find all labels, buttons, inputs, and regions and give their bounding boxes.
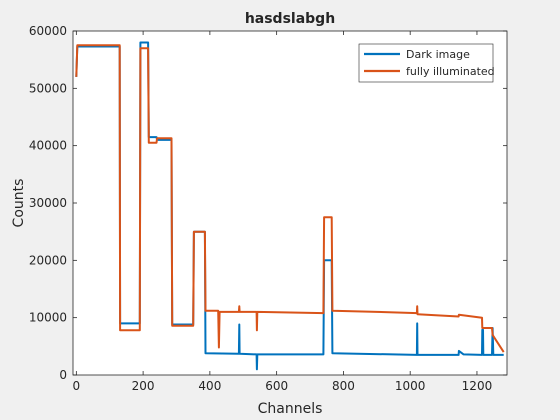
x-axis: 0 200 400 600 800 1000 1200 xyxy=(73,31,493,393)
legend-label-fully-illuminated: fully illuminated xyxy=(406,65,495,78)
y-tick-label: 0 xyxy=(59,368,67,382)
y-tick-label: 40000 xyxy=(29,139,67,153)
y-tick-label: 20000 xyxy=(29,253,67,267)
x-tick-label: 1200 xyxy=(462,379,493,393)
x-tick-label: 800 xyxy=(332,379,355,393)
x-tick-label: 600 xyxy=(265,379,288,393)
y-tick-label: 60000 xyxy=(29,24,67,38)
x-axis-title: Channels xyxy=(258,401,323,417)
plot-background xyxy=(73,31,507,375)
x-tick-label: 200 xyxy=(132,379,155,393)
y-tick-label: 10000 xyxy=(29,311,67,325)
y-tick-label: 30000 xyxy=(29,196,67,210)
legend: Dark image fully illuminated xyxy=(358,43,495,83)
x-tick-label: 400 xyxy=(198,379,221,393)
y-axis-title: Counts xyxy=(11,179,27,228)
legend-box xyxy=(358,43,494,83)
y-tick-label: 50000 xyxy=(29,81,67,95)
y-axis: 0 10000 20000 30000 40000 50000 60000 xyxy=(29,24,507,382)
series-line-fully-illuminated xyxy=(75,44,505,353)
x-tick-label: 0 xyxy=(73,379,81,393)
legend-label-dark-image: Dark image xyxy=(406,48,470,61)
chart-title: hasdslabgh xyxy=(245,11,335,27)
x-tick-label: 1000 xyxy=(395,379,426,393)
plot-area xyxy=(75,41,505,371)
axes-box xyxy=(72,30,508,376)
